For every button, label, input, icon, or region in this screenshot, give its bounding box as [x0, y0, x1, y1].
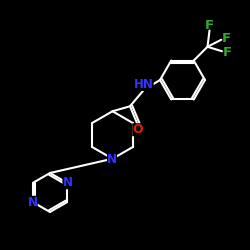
- Text: N: N: [62, 176, 72, 189]
- Text: F: F: [222, 32, 231, 45]
- Text: N: N: [28, 196, 38, 209]
- Text: O: O: [132, 123, 143, 136]
- Text: HN: HN: [134, 78, 154, 91]
- Text: N: N: [107, 153, 117, 166]
- Text: F: F: [204, 18, 214, 32]
- Text: F: F: [222, 46, 232, 59]
